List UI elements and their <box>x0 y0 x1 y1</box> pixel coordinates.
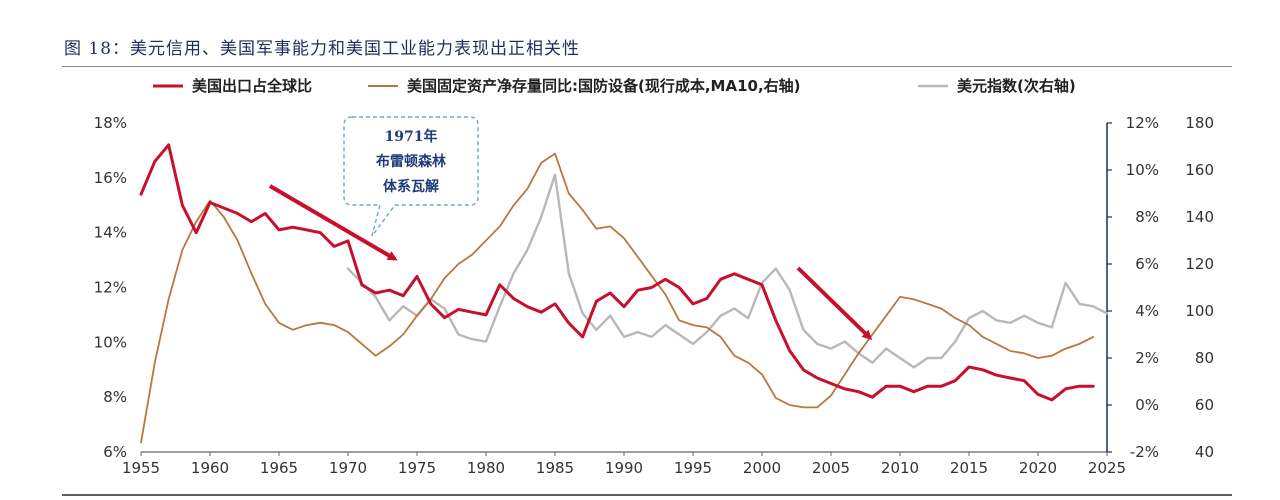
secondary-right-y-tick-label: 120 <box>1185 255 1214 273</box>
x-tick-label: 1990 <box>605 459 643 477</box>
secondary-right-y-tick-label: 180 <box>1185 114 1214 132</box>
x-tick-label: 2015 <box>950 459 988 477</box>
trend-arrow-1 <box>268 184 398 261</box>
legend: 美国出口占全球比 美国固定资产净存量同比:国防设备(现行成本,MA10,右轴) … <box>153 77 1076 95</box>
x-tick-label: 2010 <box>881 459 919 477</box>
x-tick-label: 1980 <box>467 459 505 477</box>
series-layer <box>139 143 1109 444</box>
secondary-right-y-tick-label: 140 <box>1185 208 1214 226</box>
secondary-right-y-tick-label: 100 <box>1185 302 1214 320</box>
secondary-right-y-tick-labels: 40 60 80 100 120 140 160 180 <box>1185 114 1214 461</box>
x-tick-label: 1975 <box>398 459 436 477</box>
right-y-tick-label: 10% <box>1126 161 1159 179</box>
left-y-tick-label: 16% <box>94 169 127 187</box>
right-y-tick-label: 6% <box>1135 255 1159 273</box>
callout-line-year: 1971年 <box>385 128 438 145</box>
legend-label-dxy: 美元指数(次右轴) <box>957 77 1076 95</box>
title-divider <box>62 66 1232 67</box>
left-y-tick-label: 18% <box>94 114 127 132</box>
left-y-tick-label: 12% <box>94 279 127 297</box>
callout-bubble <box>343 116 479 237</box>
x-tick-labels: 1955 1960 1965 1970 1975 1980 1985 1990 1995 2000… <box>122 452 1126 477</box>
x-tick-label: 2005 <box>812 459 850 477</box>
legend-label-exports: 美国出口占全球比 <box>192 77 312 95</box>
left-y-tick-labels: 6% 8% 10% 12% 14% 16% 18% <box>94 114 127 461</box>
left-y-tick-label: 10% <box>94 333 127 351</box>
right-y-tick-label: 8% <box>1135 208 1159 226</box>
callout-bretton-woods: 1971年 布雷顿森林 体系瓦解 <box>343 116 479 237</box>
secondary-right-y-tick-label: 60 <box>1195 396 1214 414</box>
trend-arrow-2 <box>796 266 873 341</box>
x-tick-label: 1965 <box>260 459 298 477</box>
left-y-tick-label: 14% <box>94 224 127 242</box>
bottom-divider <box>62 494 1232 496</box>
x-tick-label: 1985 <box>536 459 574 477</box>
x-tick-label: 1995 <box>674 459 712 477</box>
series-line-defense <box>140 152 1095 444</box>
x-tick-label: 2025 <box>1088 459 1126 477</box>
x-tick-label: 2020 <box>1019 459 1057 477</box>
secondary-right-y-tick-label: 160 <box>1185 161 1214 179</box>
x-tick-label: 1970 <box>329 459 367 477</box>
legend-label-defense: 美国固定资产净存量同比:国防设备(现行成本,MA10,右轴) <box>407 77 801 95</box>
right-y-tick-label: 12% <box>1126 114 1159 132</box>
series-line-dxy <box>346 173 1109 369</box>
figure-title: 图 18：美元信用、美国军事能力和美国工业能力表现出正相关性 <box>64 39 581 59</box>
axes <box>141 123 1108 453</box>
x-tick-label: 1955 <box>122 459 160 477</box>
right-y-tick-label: -2% <box>1130 443 1159 461</box>
left-y-tick-label: 8% <box>103 388 127 406</box>
right-y-tick-label: 0% <box>1135 396 1159 414</box>
callout-line-event: 布雷顿森林 <box>376 153 446 170</box>
x-tick-label: 2000 <box>743 459 781 477</box>
callout-line-result: 体系瓦解 <box>383 178 439 195</box>
series-line-exports <box>139 143 1095 402</box>
x-tick-label: 1960 <box>191 459 229 477</box>
secondary-right-y-tick-label: 40 <box>1195 443 1214 461</box>
right-y-tick-label: 2% <box>1135 349 1159 367</box>
secondary-right-y-tick-label: 80 <box>1195 349 1214 367</box>
right-y-tick-labels: -2% 0% 2% 4% 6% 8% 10% 12% <box>1107 114 1159 461</box>
left-y-tick-label: 6% <box>103 443 127 461</box>
trend-arrows <box>268 184 873 341</box>
right-y-tick-label: 4% <box>1135 302 1159 320</box>
